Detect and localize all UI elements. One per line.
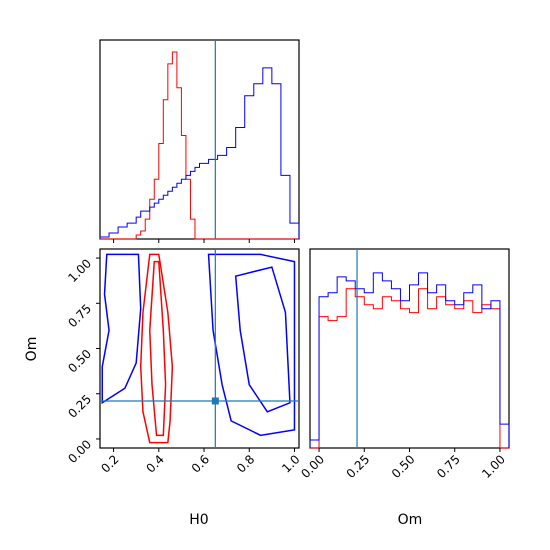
x-tick-label-om: 1.00 (479, 452, 508, 481)
y-tick-label-om: 0.25 (65, 392, 94, 421)
y-tick-label-om: 0.50 (65, 347, 94, 376)
y-tick-label-om: 1.00 (65, 256, 94, 285)
contour-blue-level-2 (234, 266, 291, 413)
contour-x-ticks: 0.2 0.4 0.6 0.8 1.0 (98, 448, 303, 476)
contour-blue-level-1 (207, 253, 296, 437)
y-tick-label-om: 0.75 (65, 301, 94, 330)
contour-red-level-0 (139, 253, 174, 444)
hist-h0-series-red (100, 51, 299, 240)
x-tick-label-om: 0.75 (434, 452, 463, 481)
x-axis-title-h0: H0 (189, 512, 208, 528)
hist-om-x-ticks: 0.00 0.25 0.50 0.75 1.00 (298, 448, 508, 481)
contour-blue-level-0 (101, 253, 142, 405)
x-tick-label-h0: 0.2 (98, 452, 121, 475)
x-tick-label-om: 0.25 (344, 452, 373, 481)
hist-h0-series-blue (99, 67, 300, 239)
hist-om-series-red (310, 288, 509, 449)
hist-om-series-blue (309, 272, 510, 448)
x-tick-label-om: 0.50 (389, 452, 418, 481)
x-axis-title-om: Om (398, 512, 423, 528)
contour-red-level-1 (148, 260, 167, 437)
x-tick-label-om: 0.00 (298, 452, 327, 481)
contour-frame (99, 248, 300, 449)
hist-h0-frame (99, 39, 300, 240)
truth-marker (211, 397, 219, 405)
contour-y-ticks: 0.00 0.25 0.50 0.75 1.00 (65, 256, 100, 466)
contour-series-red (139, 253, 174, 444)
hist-om-panel: 0.00 0.25 0.50 0.75 1.00 (298, 248, 510, 481)
contour-panel: 0.2 0.4 0.6 0.8 1.0 0.000.250.500.751.00 (65, 248, 303, 476)
hist-h0-panel (99, 39, 300, 240)
x-tick-label-h0: 0.4 (144, 452, 167, 475)
x-tick-label-h0: 0.6 (189, 452, 212, 475)
x-tick-label-h0: 0.8 (234, 452, 257, 475)
y-axis-title-om: Om (24, 337, 40, 362)
y-tick-label-om: 0.00 (65, 437, 94, 466)
hist-om-frame (309, 248, 510, 449)
contour-series-blue (101, 253, 296, 437)
hist-h0-x-ticks (113, 239, 295, 243)
